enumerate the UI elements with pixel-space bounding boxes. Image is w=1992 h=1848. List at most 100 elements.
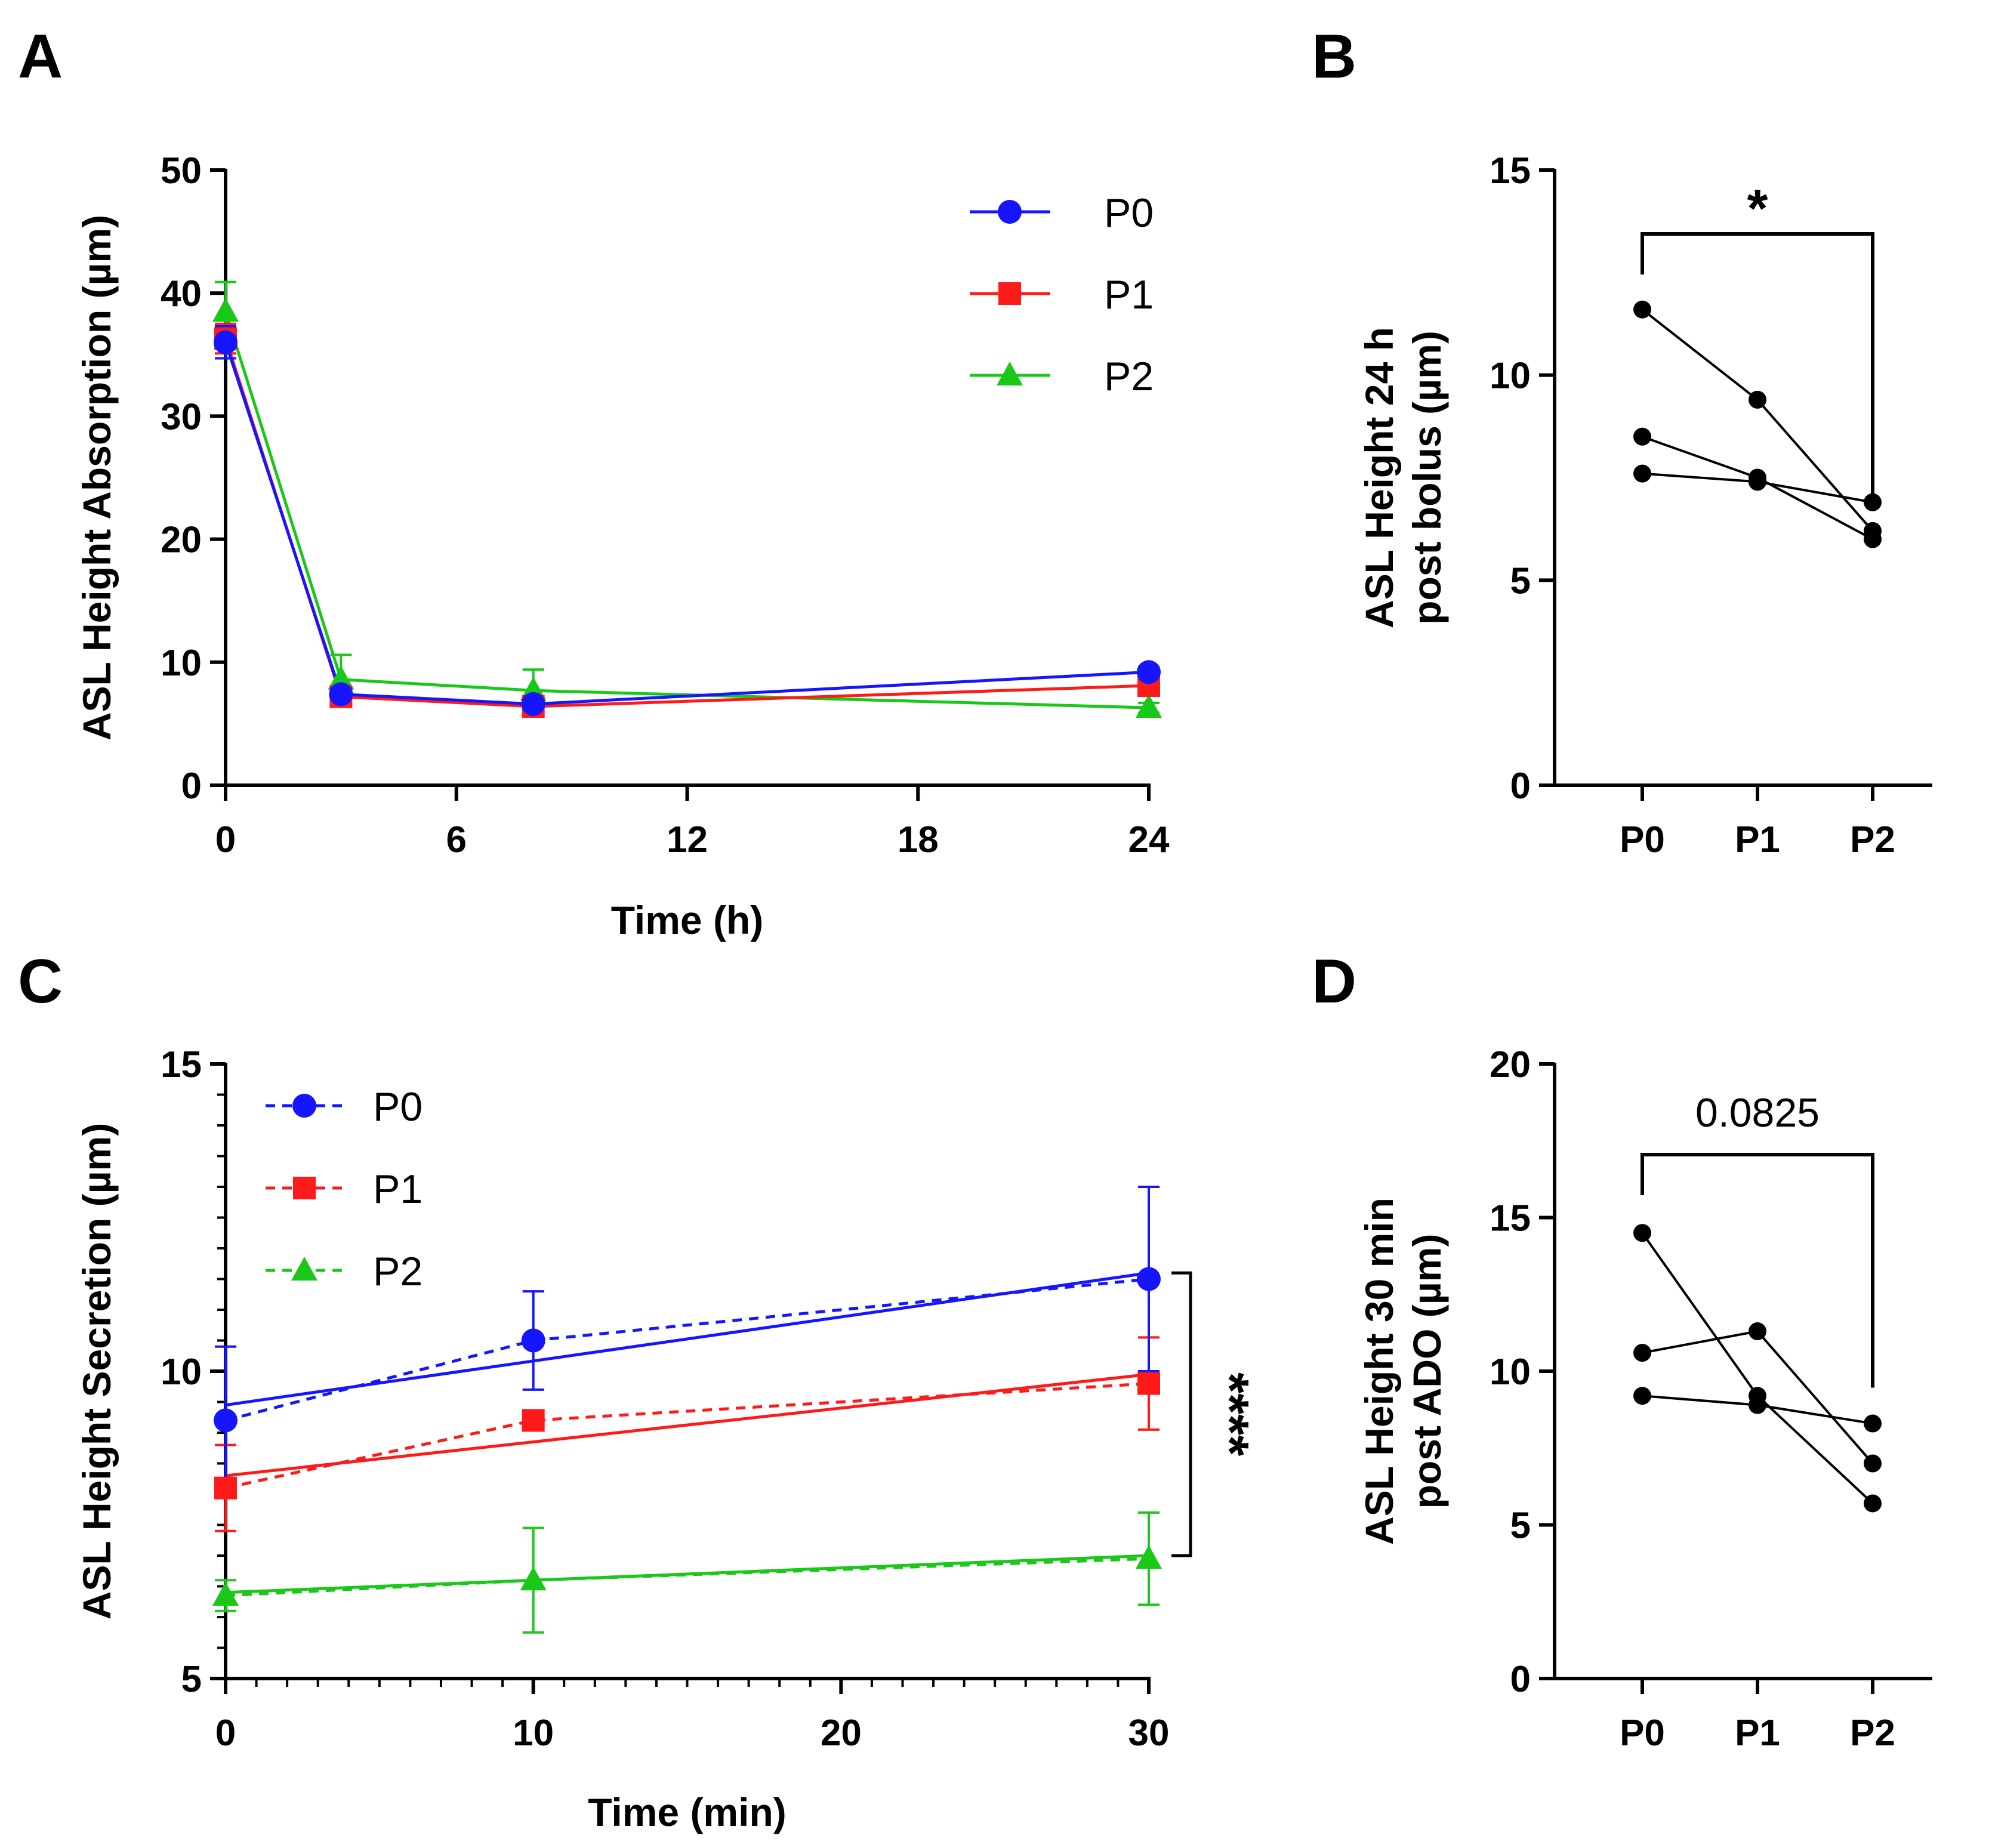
panel-c-legend-p1-label: P1 xyxy=(373,1167,423,1212)
panel-a-series-p2-point xyxy=(212,298,239,322)
panel-b-point xyxy=(1864,493,1882,511)
panel-b-y-axis-label-line: ASL Height 24 h xyxy=(1357,327,1401,628)
panel-c-series-p1-line xyxy=(225,1382,1149,1490)
panel-d-point xyxy=(1749,1322,1766,1341)
panel-label-d: D xyxy=(1312,947,1356,1016)
panel-a-series-p0-point xyxy=(329,682,353,707)
panel-c-x-tick-label: 20 xyxy=(821,1713,862,1754)
panel-a-y-tick-label: 0 xyxy=(181,766,202,807)
panel-b-replicate-line xyxy=(1641,308,1874,532)
panel-a-series-p0-line xyxy=(224,341,1149,706)
panel-b-x-tick-label: P1 xyxy=(1735,819,1780,860)
panel-c-x-tick-label: 10 xyxy=(513,1713,554,1754)
panel-a-legend-p0-label: P0 xyxy=(1104,190,1154,236)
panel-b-point xyxy=(1749,473,1766,491)
panel-c-series-p0-point xyxy=(1137,1267,1161,1291)
panel-d-chart: 0 5 10 15 20 P0 P1 P2 ASL Height 30 minpost ADO … xyxy=(1357,1044,1932,1754)
panel-c-series-p2-point xyxy=(212,1581,239,1606)
panel-c-series-p0-line xyxy=(225,1278,1149,1422)
panel-b-significance-label: * xyxy=(1747,179,1768,239)
panel-d-point xyxy=(1633,1387,1651,1405)
panel-d-x-tick-label: P1 xyxy=(1735,1713,1780,1754)
panel-a-series-p0-point xyxy=(1137,660,1161,684)
panel-d-y-tick-label: 0 xyxy=(1510,1659,1531,1700)
panel-c-series-p2-fit-line xyxy=(225,1554,1149,1594)
panel-a-series-p0-point xyxy=(214,330,238,354)
panel-b-y-tick-label: 0 xyxy=(1510,766,1531,807)
panel-d-significance-bracket xyxy=(1641,1153,1874,1388)
panel-b-point xyxy=(1633,300,1651,319)
panel-a-series-p2-line xyxy=(224,311,1149,709)
panel-a-x-tick-label: 24 xyxy=(1128,819,1170,860)
panel-c-series-p0-point xyxy=(214,1408,238,1433)
panel-a-y-tick-label: 50 xyxy=(161,150,202,192)
panel-a-series-p2-point xyxy=(1136,694,1162,718)
panel-a-series-p0-point xyxy=(521,692,545,716)
panel-a-y-tick-label: 20 xyxy=(161,520,202,561)
panel-c-series-p0-fit-line xyxy=(225,1271,1149,1407)
panel-a-legend-p0-marker xyxy=(998,200,1022,224)
panel-d-significance-label: 0.0825 xyxy=(1695,1090,1820,1136)
panel-c-series-p2-point xyxy=(1136,1545,1162,1569)
panel-b-y-tick-label: 10 xyxy=(1490,356,1531,397)
panel-c-chart: 5 10 15 0 10 20 30 Time (min) ASL Height Secreti… xyxy=(75,1044,1259,1834)
panel-a-y-axis-label: ASL Height Absorption (µm) xyxy=(75,215,119,741)
panel-a-x-tick-label: 0 xyxy=(215,819,236,860)
panel-b-significance-bracket xyxy=(1641,232,1874,494)
panel-a-series-p2-point xyxy=(328,665,354,690)
panel-c-significance-bracket xyxy=(1171,1271,1192,1557)
panel-a-legend-p1-label: P1 xyxy=(1104,272,1154,317)
panel-d-x-tick-label: P2 xyxy=(1850,1713,1895,1754)
panel-c-series-p1-point xyxy=(522,1409,545,1432)
panel-c-legend-p0-marker xyxy=(292,1094,316,1118)
panel-a-chart: 0 10 20 30 40 50 0 6 12 18 24 Time (h) ASL Height Ab… xyxy=(75,150,1170,942)
panel-c-series-p2-point xyxy=(520,1566,547,1591)
panel-d-point xyxy=(1864,1494,1882,1513)
panel-c-significance-label: **** xyxy=(1199,1372,1259,1456)
panel-d-point xyxy=(1633,1224,1651,1242)
panel-b-y-axis-label-line: post bolus (µm) xyxy=(1405,331,1449,625)
panel-d-point xyxy=(1749,1396,1766,1414)
panel-c-x-axis-label: Time (min) xyxy=(588,1790,786,1834)
panel-d-y-tick-label: 5 xyxy=(1510,1505,1531,1547)
panel-c-y-axis-label: ASL Height Secretion (µm) xyxy=(75,1123,119,1620)
panel-c-series-p1-point xyxy=(1137,1372,1160,1395)
panel-b-x-tick-label: P2 xyxy=(1850,819,1895,860)
panel-d-y-axis-label-line: ASL Height 30 min xyxy=(1357,1198,1401,1545)
panel-c-series-p0-point xyxy=(521,1328,545,1353)
panel-c-x-tick-label: 0 xyxy=(215,1713,236,1754)
panel-a-x-axis-label: Time (h) xyxy=(611,898,763,942)
panel-b-y-tick-label: 15 xyxy=(1490,150,1531,192)
panel-a-y-tick-label: 30 xyxy=(161,396,202,437)
panel-d-y-tick-label: 20 xyxy=(1490,1044,1531,1085)
panel-d-point xyxy=(1864,1414,1882,1433)
panel-b-point xyxy=(1633,427,1651,446)
panel-c-y-tick-label: 10 xyxy=(161,1352,202,1393)
panel-label-a: A xyxy=(18,22,63,91)
panel-c-series-p1-point xyxy=(214,1476,237,1500)
panel-a-x-tick-label: 18 xyxy=(898,819,939,860)
panel-d-x-tick-label: P0 xyxy=(1620,1713,1665,1754)
panel-a-x-tick-label: 6 xyxy=(446,819,467,860)
panel-b-chart: 0 5 10 15 P0 P1 P2 ASL Height 24 hpost bolus (µ… xyxy=(1357,150,1932,860)
panel-d-y-axis-label: ASL Height 30 minpost ADO (µm) xyxy=(1357,1198,1449,1545)
panel-c-series-p1-fit-line xyxy=(225,1372,1149,1477)
panel-label-c: C xyxy=(18,947,63,1016)
panel-b-point xyxy=(1749,390,1766,409)
panel-b-point xyxy=(1633,464,1651,483)
panel-c-legend-p2-label: P2 xyxy=(373,1249,423,1294)
panel-a-legend-p2-label: P2 xyxy=(1104,354,1154,399)
panel-a-y-tick-label: 10 xyxy=(161,643,202,684)
panel-c-legend-p2-marker xyxy=(291,1257,317,1281)
panel-b-point xyxy=(1864,530,1882,548)
panel-a-series-p1-line xyxy=(224,338,1149,708)
panel-b-y-tick-label: 5 xyxy=(1510,560,1531,601)
panel-c-y-tick-label: 5 xyxy=(181,1659,202,1700)
panel-a-y-tick-label: 40 xyxy=(161,273,202,314)
panel-a-legend-p1-marker xyxy=(998,282,1021,305)
panel-c-series-p2-line xyxy=(225,1557,1149,1597)
panel-d-y-axis-label-line: post ADO (µm) xyxy=(1405,1234,1449,1509)
panel-label-b: B xyxy=(1312,22,1356,91)
panel-c-legend-p1-marker xyxy=(293,1177,316,1199)
